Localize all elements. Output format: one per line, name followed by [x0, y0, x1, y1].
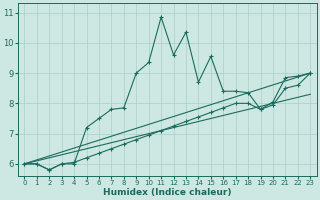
X-axis label: Humidex (Indice chaleur): Humidex (Indice chaleur) [103, 188, 232, 197]
